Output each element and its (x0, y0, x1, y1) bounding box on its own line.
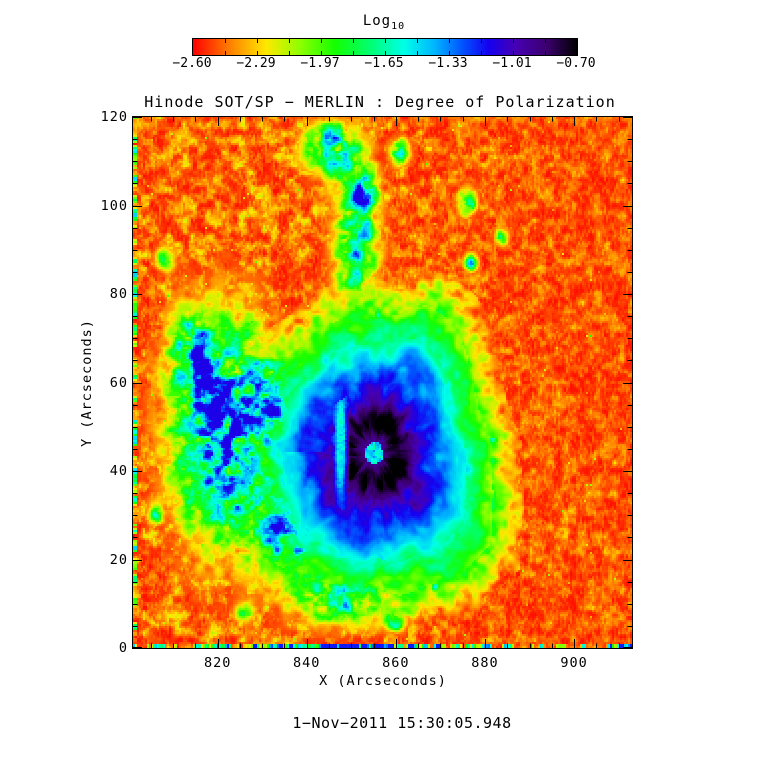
x-axis-tick-labels: 820 840 860 880 900 (133, 655, 632, 671)
colorbar-title: Log10 (363, 13, 405, 32)
colorbar-tick (480, 39, 482, 43)
x-tick-label: 820 (203, 655, 232, 671)
colorbar (192, 38, 578, 56)
colorbar-tick (512, 51, 514, 55)
colorbar-tick (288, 39, 290, 43)
colorbar-tick-label: −1.33 (428, 56, 468, 71)
colorbar-tick-label: −1.97 (300, 56, 340, 71)
colorbar-tick-label: −0.70 (556, 56, 596, 71)
colorbar-tick-label: −1.65 (364, 56, 404, 71)
x-tick-label: 860 (382, 655, 410, 671)
x-tick-label: 880 (471, 655, 499, 671)
colorbar-tick (480, 51, 482, 55)
x-tick-label: 840 (293, 655, 321, 671)
colorbar-title-subscript: 10 (391, 20, 406, 32)
colorbar-tick (224, 39, 226, 43)
colorbar-tick (320, 51, 322, 55)
x-axis-label: X (Arcseconds) (319, 673, 447, 689)
colorbar-tick (320, 39, 322, 43)
colorbar-tick-label: −1.01 (492, 56, 532, 71)
heatmap-canvas (132, 116, 633, 649)
chart-title: Hinode SOT/SP − MERLIN : Degree of Polar… (144, 93, 616, 111)
colorbar-tick (544, 51, 546, 55)
colorbar-tick (416, 39, 418, 43)
colorbar-tick-label: −2.29 (236, 56, 276, 71)
colorbar-tick (384, 39, 386, 43)
y-tick-label: 40 (109, 463, 128, 479)
y-tick-label: 80 (109, 286, 128, 302)
colorbar-tick (448, 51, 450, 55)
colorbar-tick (416, 51, 418, 55)
x-tick-label: 900 (560, 655, 588, 671)
colorbar-tick (288, 51, 290, 55)
colorbar-tick (384, 51, 386, 55)
colorbar-tick-labels: −2.60 −2.29 −1.97 −1.65 −1.33 −1.01 −0.70 (172, 56, 595, 71)
colorbar-tick-label: −2.60 (172, 56, 212, 71)
colorbar-tick (544, 39, 546, 43)
y-tick-label: 0 (118, 640, 128, 656)
y-tick-label: 120 (100, 109, 128, 125)
colorbar-tick (224, 51, 226, 55)
y-axis-label: Y (Arcseconds) (79, 319, 95, 447)
colorbar-tick (512, 39, 514, 43)
colorbar-tick (352, 39, 354, 43)
y-tick-label: 100 (100, 197, 128, 214)
y-tick-label: 20 (109, 551, 128, 568)
colorbar-title-text: Log (362, 13, 392, 29)
colorbar-tick (448, 39, 450, 43)
colorbar-tick (256, 51, 258, 55)
y-axis-tick-labels: 0 20 40 60 80 100 120 (86, 109, 128, 656)
colorbar-tick (256, 39, 258, 43)
colorbar-tick (352, 51, 354, 55)
timestamp: 1−Nov−2011 15:30:05.948 (292, 714, 512, 732)
y-tick-label: 60 (109, 374, 128, 391)
